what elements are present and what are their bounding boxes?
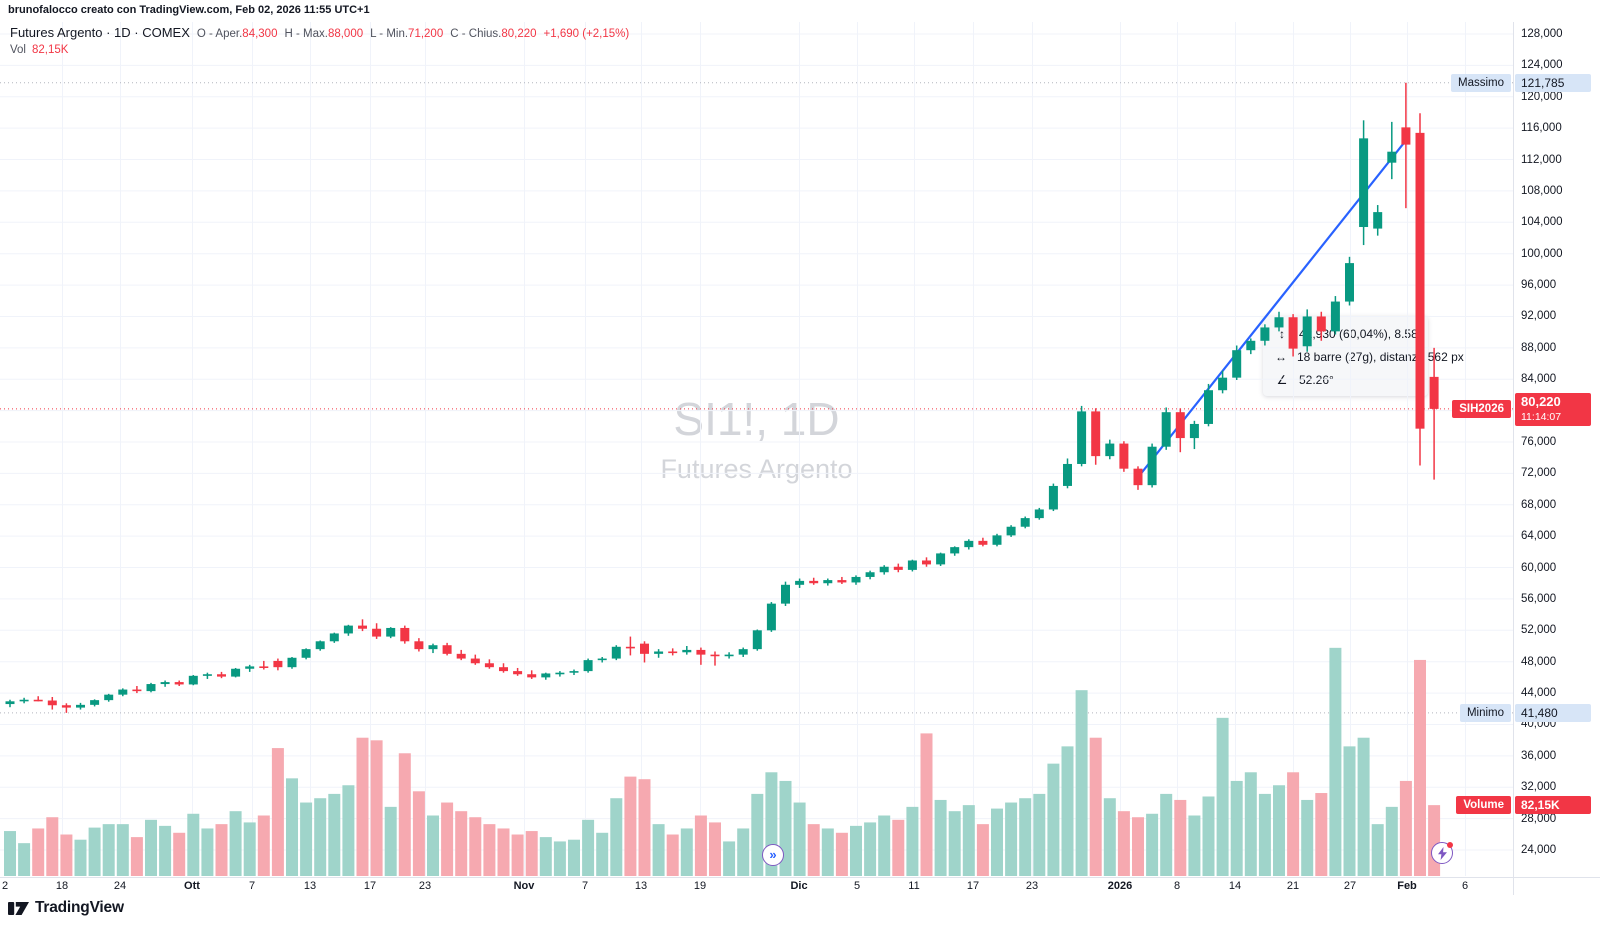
- x-axis-label: 5: [853, 880, 861, 892]
- volume-value: 82,15K: [32, 44, 69, 56]
- y-axis-tick: 36,000: [1521, 749, 1557, 762]
- y-axis-tick: 88,000: [1521, 341, 1557, 354]
- y-axis-tick: 120,000: [1521, 90, 1563, 103]
- y-axis-tick: 44,000: [1521, 687, 1557, 700]
- measure-price-change: 42,930 (60,04%), 8.586: [1299, 326, 1425, 341]
- y-axis-tick: 104,000: [1521, 216, 1563, 229]
- x-axis-label: 24: [113, 880, 127, 892]
- last-price-chip: 80,220 11:14:07: [1515, 393, 1591, 426]
- price-axis[interactable]: 128,000 124,000 120,000 116,000 112,000 108,0…: [1514, 22, 1600, 877]
- y-axis-tick: 28,000: [1521, 812, 1557, 825]
- x-axis-label: 2026: [1107, 880, 1133, 892]
- x-axis-label: 18: [55, 880, 69, 892]
- low-value: 71,200: [408, 28, 444, 40]
- y-axis-tick: 108,000: [1521, 184, 1563, 197]
- measure-tool-tooltip: ↕ 42,930 (60,04%), 8.586 ↔ 18 barre (27g…: [1263, 316, 1464, 396]
- tradingview-logo[interactable]: TradingView: [8, 899, 124, 917]
- high-price-label-badge: Massimo: [1450, 74, 1511, 92]
- open-label: O - Aper.: [196, 28, 243, 40]
- close-value: 80,220: [501, 28, 537, 40]
- y-axis-tick: 116,000: [1521, 122, 1562, 135]
- countdown-timer: 11:14:07: [1521, 411, 1562, 423]
- y-axis-tick: 100,000: [1521, 247, 1563, 260]
- low-label: L - Min.: [370, 28, 409, 40]
- x-axis-label: 27: [1343, 880, 1357, 892]
- time-axis-separator: [0, 877, 1600, 878]
- y-axis-tick: 60,000: [1521, 561, 1557, 574]
- volume-label: Vol: [10, 44, 26, 56]
- y-axis-tick: 112,000: [1521, 153, 1562, 166]
- y-axis-tick: 52,000: [1521, 624, 1557, 637]
- legend-symbol-title[interactable]: Futures Argento · 1D · COMEX: [10, 25, 190, 40]
- x-axis-label: 7: [581, 880, 589, 892]
- x-axis-label: 14: [1228, 880, 1242, 892]
- x-axis-label: 21: [1286, 880, 1300, 892]
- y-axis-tick: 76,000: [1521, 436, 1557, 448]
- contract-symbol-badge: SIH2026: [1452, 400, 1511, 418]
- realtime-data-icon[interactable]: [1431, 842, 1453, 864]
- high-price-chip: 121,785: [1515, 74, 1591, 92]
- y-axis-tick: 92,000: [1521, 310, 1557, 323]
- alert-dot: [1447, 842, 1453, 848]
- bar-range-icon: ↔: [1275, 349, 1287, 364]
- x-axis-label: 23: [418, 880, 432, 892]
- high-value: 88,000: [327, 28, 364, 40]
- high-label: H - Max.: [284, 28, 328, 40]
- candlestick-volume-canvas[interactable]: [0, 22, 1513, 877]
- x-axis-label: 23: [1025, 880, 1039, 892]
- volume-chip: 82,15K: [1515, 796, 1591, 814]
- price-axis-separator: [1513, 22, 1514, 895]
- lightning-bolt-icon: [1437, 846, 1447, 860]
- x-axis-label: 7: [248, 880, 256, 892]
- x-axis-label: Feb: [1397, 880, 1417, 892]
- chart-legend[interactable]: Futures Argento · 1D · COMEX O - Aper.84…: [10, 25, 629, 56]
- x-axis-label: 6: [1461, 880, 1469, 892]
- low-price-label-badge: Minimo: [1459, 704, 1511, 722]
- replay-glyph: »: [769, 847, 777, 862]
- open-value: 84,300: [242, 28, 278, 40]
- x-axis-label: 13: [634, 880, 648, 892]
- tradingview-wordmark: TradingView: [35, 899, 124, 916]
- x-axis-label: Nov: [513, 880, 535, 892]
- price-range-icon: ↕: [1279, 326, 1285, 341]
- y-axis-tick: 124,000: [1521, 59, 1563, 72]
- y-axis-tick: 128,000: [1521, 28, 1563, 40]
- close-label: C - Chius.: [450, 28, 502, 40]
- y-axis-tick: 48,000: [1521, 655, 1557, 668]
- bar-replay-icon[interactable]: »: [762, 844, 784, 866]
- x-axis-label: 11: [908, 880, 920, 892]
- attribution-text: brunofalocco creato con TradingView.com,…: [8, 4, 370, 16]
- x-axis-label: 19: [693, 880, 707, 892]
- change-value: +1,690 (+2,15%): [543, 28, 630, 40]
- y-axis-tick: 24,000: [1521, 844, 1557, 856]
- y-axis-tick: 68,000: [1521, 498, 1557, 511]
- chart-pane[interactable]: SI1!, 1D Futures Argento ↕ 42,930 (60,04…: [0, 22, 1513, 877]
- x-axis-label: 17: [966, 880, 980, 892]
- y-axis-tick: 96,000: [1521, 279, 1557, 292]
- time-axis[interactable]: 2 18 24 Ott 7 13 17 23 Nov 7 13 19 Dic 5 11 17 23 2026 8 14…: [0, 878, 1513, 897]
- y-axis-tick: 32,000: [1521, 781, 1557, 794]
- x-axis-label: Ott: [184, 880, 200, 892]
- x-axis-label: 8: [1173, 880, 1181, 892]
- x-axis-label: 13: [303, 880, 317, 892]
- x-axis-label: Dic: [790, 880, 808, 892]
- y-axis-tick: 64,000: [1521, 530, 1557, 543]
- low-price-chip: 41,480: [1515, 704, 1591, 722]
- x-axis-label: 2: [1, 880, 9, 892]
- y-axis-tick: 72,000: [1521, 467, 1557, 480]
- last-price-value: 80,220: [1521, 394, 1561, 409]
- volume-label-badge: Volume: [1456, 796, 1511, 814]
- x-axis-label: 17: [363, 880, 377, 892]
- y-axis-tick: 84,000: [1521, 373, 1557, 386]
- y-axis-tick: 56,000: [1521, 592, 1557, 605]
- tradingview-mark-icon: [8, 901, 29, 915]
